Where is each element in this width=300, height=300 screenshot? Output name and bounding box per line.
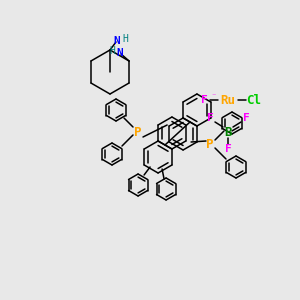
Text: Ru: Ru (220, 94, 236, 106)
Text: N: N (117, 48, 123, 58)
Text: N: N (114, 36, 120, 46)
Text: F: F (201, 95, 207, 105)
Text: F: F (207, 113, 213, 123)
Text: F: F (243, 113, 249, 123)
Text: B: B (224, 125, 232, 139)
Text: Cl: Cl (247, 94, 262, 106)
Text: H: H (122, 34, 128, 44)
Text: F: F (225, 144, 231, 154)
Text: P: P (134, 125, 142, 139)
Text: H: H (109, 46, 115, 56)
Text: ⁻: ⁻ (212, 92, 216, 100)
Text: P: P (206, 139, 214, 152)
